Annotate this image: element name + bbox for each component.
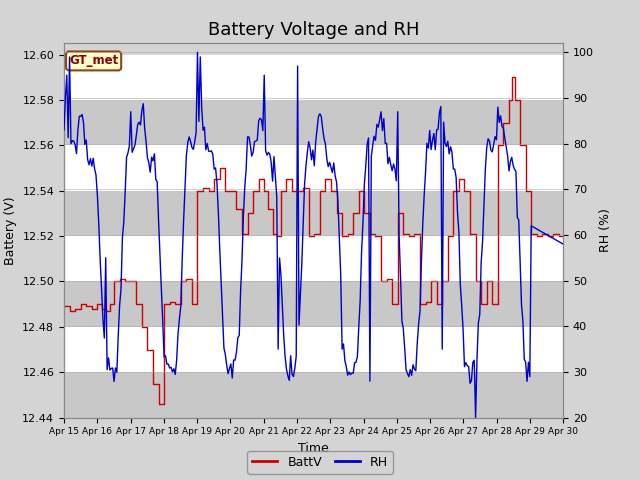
X-axis label: Time: Time <box>298 442 329 455</box>
Bar <box>64 191 563 236</box>
Text: GT_met: GT_met <box>69 54 118 67</box>
Y-axis label: RH (%): RH (%) <box>600 208 612 252</box>
Bar <box>64 55 563 100</box>
Bar <box>64 327 563 372</box>
Bar <box>64 145 563 191</box>
Bar <box>64 281 563 327</box>
Bar <box>64 372 563 418</box>
Bar <box>64 100 563 145</box>
Title: Battery Voltage and RH: Battery Voltage and RH <box>208 21 419 39</box>
Legend: BattV, RH: BattV, RH <box>248 451 392 474</box>
Bar <box>64 236 563 281</box>
Y-axis label: Battery (V): Battery (V) <box>4 196 17 264</box>
